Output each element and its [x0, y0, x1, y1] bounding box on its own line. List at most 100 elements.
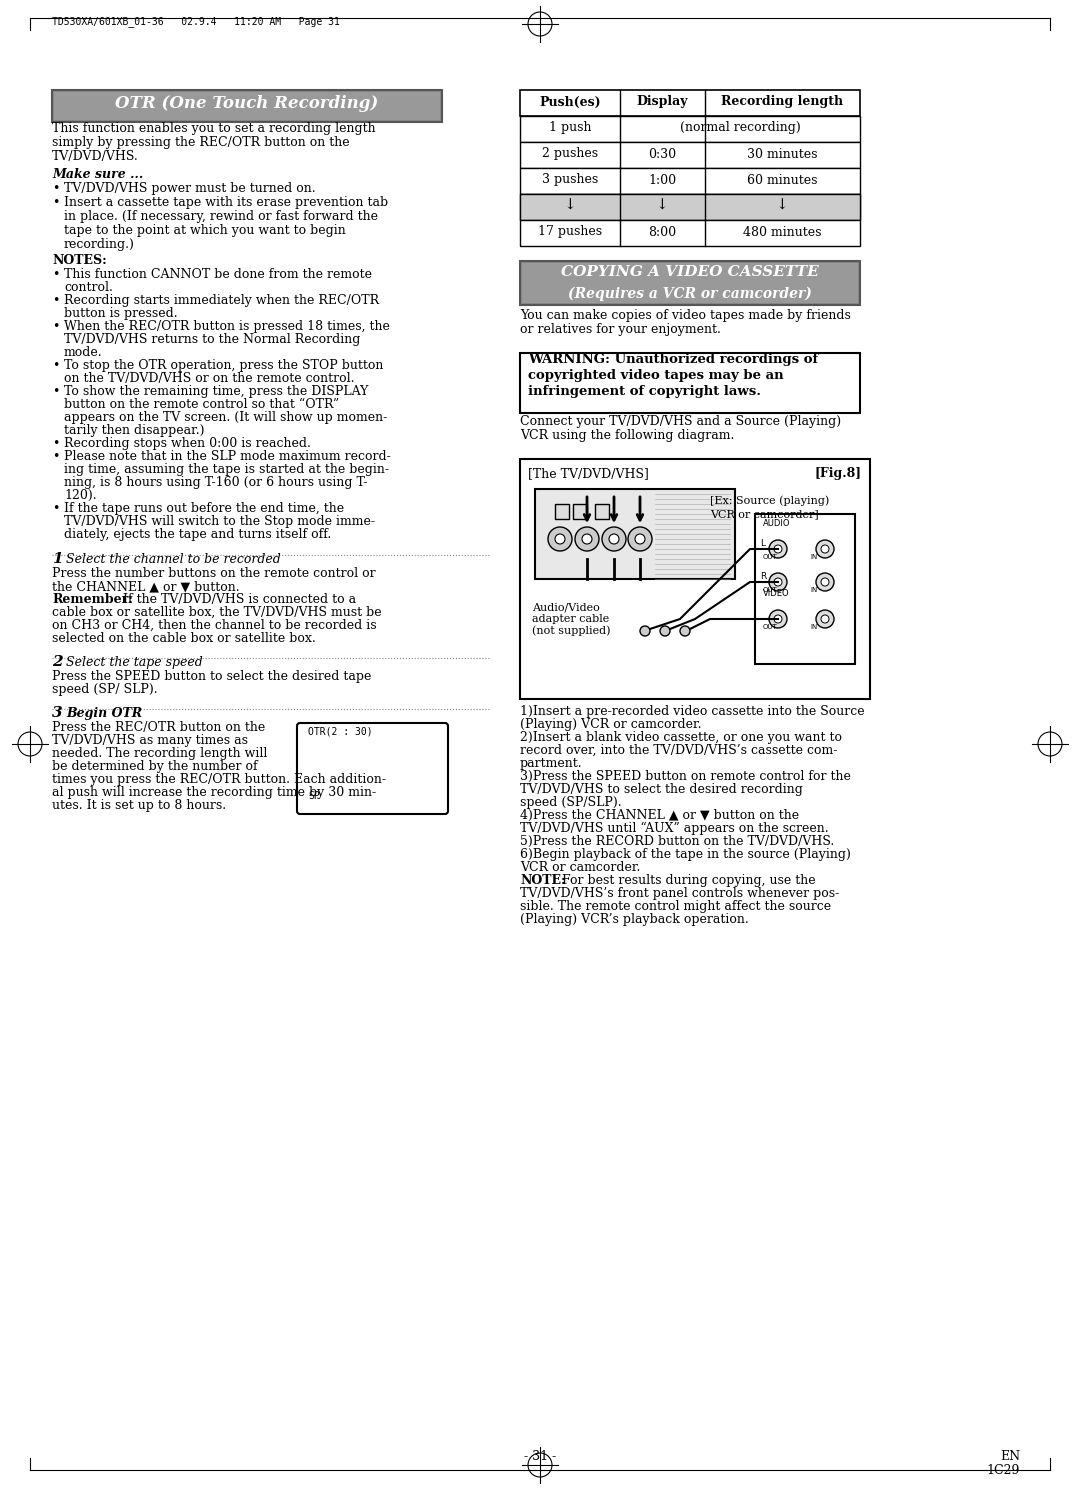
Circle shape [816, 541, 834, 558]
Text: IN: IN [810, 587, 818, 593]
Bar [519, 353, 860, 412]
Text: button on the remote control so that “OTR”: button on the remote control so that “OT… [64, 398, 339, 411]
Text: [The TV/DVD/VHS]: [The TV/DVD/VHS] [528, 468, 649, 479]
Text: Remember:: Remember: [52, 593, 133, 606]
Bar [519, 141, 860, 168]
Text: This function CANNOT be done from the remote: This function CANNOT be done from the re… [64, 268, 372, 281]
Bar [52, 89, 442, 122]
Text: times you press the REC/OTR button. Each addition-: times you press the REC/OTR button. Each… [52, 773, 386, 786]
Text: speed (SP/ SLP).: speed (SP/ SLP). [52, 683, 158, 695]
Text: Display: Display [636, 95, 688, 109]
Text: Press the number buttons on the remote control or: Press the number buttons on the remote c… [52, 567, 376, 581]
Text: tarily then disappear.): tarily then disappear.) [64, 424, 204, 436]
Text: 2)Insert a blank video cassette, or one you want to: 2)Insert a blank video cassette, or one … [519, 731, 842, 744]
Text: [Ex: Source (playing): [Ex: Source (playing) [710, 496, 829, 506]
Text: COPYING A VIDEO CASSETTE: COPYING A VIDEO CASSETTE [562, 265, 819, 278]
Bar [519, 220, 860, 246]
Text: Press the SPEED button to select the desired tape: Press the SPEED button to select the des… [52, 670, 372, 683]
Text: WARNING: Unauthorized recordings of: WARNING: Unauthorized recordings of [528, 353, 819, 366]
Text: Recording length: Recording length [721, 95, 843, 109]
Text: 1: 1 [52, 552, 63, 566]
Text: 2 pushes: 2 pushes [542, 147, 598, 161]
Circle shape [821, 578, 829, 587]
Text: SP: SP [308, 791, 320, 801]
Text: Connect your TV/DVD/VHS and a Source (Playing): Connect your TV/DVD/VHS and a Source (Pl… [519, 415, 841, 427]
Text: To stop the OTR operation, press the STOP button: To stop the OTR operation, press the STO… [64, 359, 383, 372]
Text: button is pressed.: button is pressed. [64, 307, 177, 320]
Text: TV/DVD/VHS power must be turned on.: TV/DVD/VHS power must be turned on. [64, 182, 315, 195]
Text: 480 minutes: 480 minutes [743, 225, 821, 238]
Text: IN: IN [810, 624, 818, 630]
Circle shape [609, 535, 619, 543]
Bar [555, 503, 569, 520]
Text: TV/DVD/VHS’s front panel controls whenever pos-: TV/DVD/VHS’s front panel controls whenev… [519, 887, 839, 899]
Text: •: • [52, 320, 59, 334]
Text: OUT: OUT [762, 587, 778, 593]
Text: •: • [52, 436, 59, 450]
Text: TV/DVD/VHS as many times as: TV/DVD/VHS as many times as [52, 734, 248, 747]
Text: 1:00: 1:00 [648, 174, 676, 186]
Text: 6)Begin playback of the tape in the source (Playing): 6)Begin playback of the tape in the sour… [519, 849, 851, 861]
Text: ↓: ↓ [656, 200, 669, 213]
Bar [54, 92, 440, 121]
Text: OTR(2 : 30): OTR(2 : 30) [308, 727, 373, 736]
Text: OUT: OUT [762, 554, 778, 560]
Text: mode.: mode. [64, 345, 103, 359]
Text: 1)Insert a pre-recorded video cassette into the Source: 1)Insert a pre-recorded video cassette i… [519, 704, 865, 718]
Text: •: • [52, 268, 59, 281]
Text: 3 pushes: 3 pushes [542, 174, 598, 186]
Text: 120).: 120). [64, 488, 96, 502]
Text: in place. (If necessary, rewind or fast forward the: in place. (If necessary, rewind or fast … [64, 210, 378, 223]
Text: OUT: OUT [762, 624, 778, 630]
Text: ↓: ↓ [564, 200, 577, 213]
Bar [535, 488, 735, 579]
Text: OTR (One Touch Recording): OTR (One Touch Recording) [116, 95, 379, 113]
Text: copyrighted video tapes may be an: copyrighted video tapes may be an [528, 369, 784, 383]
Text: TV/DVD/VHS until “AUX” appears on the screen.: TV/DVD/VHS until “AUX” appears on the sc… [519, 822, 828, 835]
Text: Make sure ...: Make sure ... [52, 168, 144, 182]
Text: If the TV/DVD/VHS is connected to a: If the TV/DVD/VHS is connected to a [119, 593, 356, 606]
Text: TV/DVD/VHS to select the desired recording: TV/DVD/VHS to select the desired recordi… [519, 783, 802, 797]
Circle shape [816, 573, 834, 591]
Circle shape [680, 625, 690, 636]
Text: 1 push: 1 push [549, 122, 591, 134]
Text: When the REC/OTR button is pressed 18 times, the: When the REC/OTR button is pressed 18 ti… [64, 320, 390, 334]
Text: appears on the TV screen. (It will show up momen-: appears on the TV screen. (It will show … [64, 411, 388, 424]
Circle shape [821, 615, 829, 622]
Text: 3)Press the SPEED button on remote control for the: 3)Press the SPEED button on remote contr… [519, 770, 851, 783]
Bar [595, 503, 609, 520]
Text: To show the remaining time, press the DISPLAY: To show the remaining time, press the DI… [64, 386, 368, 398]
Text: 30 minutes: 30 minutes [746, 147, 818, 161]
Text: NOTES:: NOTES: [52, 255, 107, 267]
Circle shape [602, 527, 626, 551]
Bar [519, 459, 870, 698]
Text: Select the tape speed: Select the tape speed [66, 657, 203, 669]
Circle shape [774, 615, 782, 622]
Text: Please note that in the SLP mode maximum record-: Please note that in the SLP mode maximum… [64, 450, 391, 463]
Text: IN: IN [810, 554, 818, 560]
Text: record over, into the TV/DVD/VHS’s cassette com-: record over, into the TV/DVD/VHS’s casse… [519, 744, 837, 756]
Text: You can make copies of video tapes made by friends: You can make copies of video tapes made … [519, 310, 851, 322]
Bar [755, 514, 855, 664]
Circle shape [548, 527, 572, 551]
Text: diately, ejects the tape and turns itself off.: diately, ejects the tape and turns itsel… [64, 529, 332, 541]
Text: cable box or satellite box, the TV/DVD/VHS must be: cable box or satellite box, the TV/DVD/V… [52, 606, 381, 619]
Circle shape [575, 527, 599, 551]
Circle shape [635, 535, 645, 543]
Circle shape [816, 610, 834, 628]
Text: •: • [52, 293, 59, 307]
Circle shape [660, 625, 670, 636]
Text: speed (SP/SLP).: speed (SP/SLP). [519, 797, 622, 809]
Text: •: • [52, 450, 59, 463]
Bar [519, 261, 860, 305]
Text: utes. It is set up to 8 hours.: utes. It is set up to 8 hours. [52, 800, 226, 812]
Text: VCR or camcorder]: VCR or camcorder] [710, 509, 819, 520]
Text: needed. The recording length will: needed. The recording length will [52, 747, 268, 759]
Text: EN: EN [1000, 1450, 1020, 1464]
Text: Audio/Video
adapter cable
(not supplied): Audio/Video adapter cable (not supplied) [532, 602, 610, 636]
Text: Begin OTR: Begin OTR [66, 707, 143, 721]
Text: partment.: partment. [519, 756, 582, 770]
Text: ↓: ↓ [775, 200, 788, 213]
Text: TV/DVD/VHS returns to the Normal Recording: TV/DVD/VHS returns to the Normal Recordi… [64, 334, 361, 345]
Text: TD530XA/601XB_01-36   02.9.4   11:20 AM   Page 31: TD530XA/601XB_01-36 02.9.4 11:20 AM Page… [52, 16, 340, 27]
